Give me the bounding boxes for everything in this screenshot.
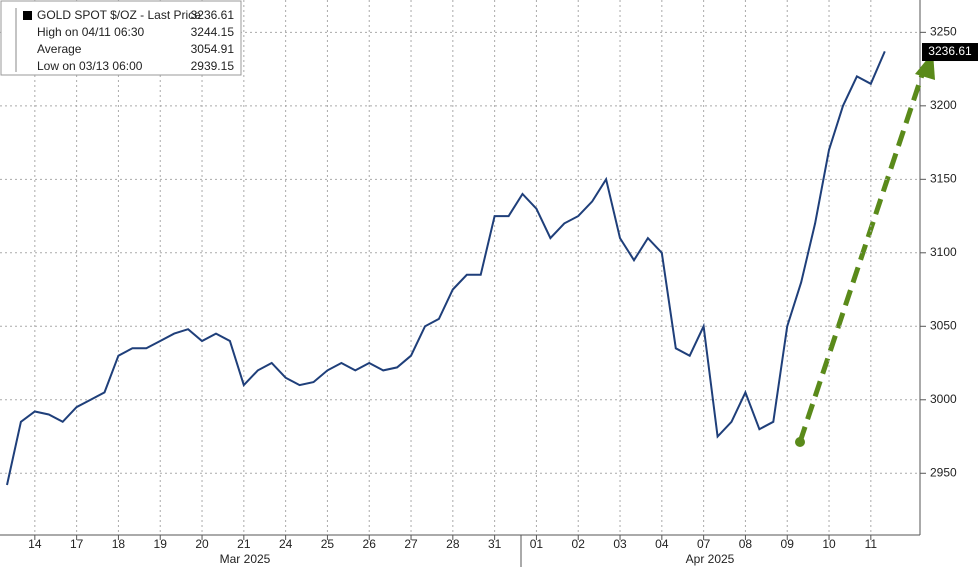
y-tick-label: 3200 — [930, 98, 957, 112]
x-tick-label: 07 — [697, 537, 711, 551]
x-tick-label: 09 — [781, 537, 795, 551]
x-tick-label: 27 — [404, 537, 418, 551]
y-tick-label: 3150 — [930, 171, 957, 185]
x-tick-label: 28 — [446, 537, 460, 551]
legend-value: 2939.15 — [191, 59, 235, 73]
x-tick-label: 11 — [865, 537, 878, 551]
x-tick-label: 31 — [488, 537, 502, 551]
x-group-label: Apr 2025 — [686, 552, 735, 566]
x-tick-label: 21 — [237, 537, 251, 551]
y-tick-label: 3250 — [930, 25, 957, 39]
y-tick-label: 3100 — [930, 245, 957, 259]
x-tick-label: 02 — [572, 537, 586, 551]
x-tick-label: 17 — [70, 537, 84, 551]
x-tick-label: 14 — [28, 537, 42, 551]
arrow-tail — [795, 437, 805, 447]
x-tick-label: 08 — [739, 537, 753, 551]
legend-label: Low on 03/13 06:00 — [37, 59, 143, 73]
x-tick-label: 26 — [363, 537, 377, 551]
x-tick-label: 01 — [530, 537, 544, 551]
x-tick-label: 18 — [112, 537, 126, 551]
legend: GOLD SPOT $/OZ - Last Price 3236.61 High… — [0, 0, 242, 76]
legend-value: 3054.91 — [191, 42, 235, 56]
x-tick-label: 10 — [822, 537, 836, 551]
x-group-label: Mar 2025 — [220, 552, 271, 566]
legend-label: High on 04/11 06:30 — [37, 25, 145, 39]
legend-swatch — [23, 11, 32, 20]
y-tick-label: 3050 — [930, 318, 957, 332]
x-tick-label: 03 — [613, 537, 627, 551]
last-price-tag — [922, 43, 978, 62]
legend-label: Average — [37, 42, 82, 56]
x-tick-label: 24 — [279, 537, 293, 551]
y-tick-label: 3000 — [930, 392, 957, 406]
legend-value: 3244.15 — [191, 25, 235, 39]
price-line — [6, 51, 886, 486]
y-tick-label: 2950 — [930, 465, 957, 479]
x-tick-label: 04 — [655, 537, 669, 551]
legend-value: 3236.61 — [191, 8, 235, 22]
x-tick-label: 20 — [195, 537, 209, 551]
last-price-label: 3236.61 — [928, 44, 972, 58]
arrow-shaft — [797, 71, 926, 443]
legend-box — [0, 0, 242, 76]
x-tick-label: 25 — [321, 537, 335, 551]
x-tick-label: 19 — [154, 537, 168, 551]
legend-title: GOLD SPOT $/OZ - Last Price — [37, 8, 201, 22]
